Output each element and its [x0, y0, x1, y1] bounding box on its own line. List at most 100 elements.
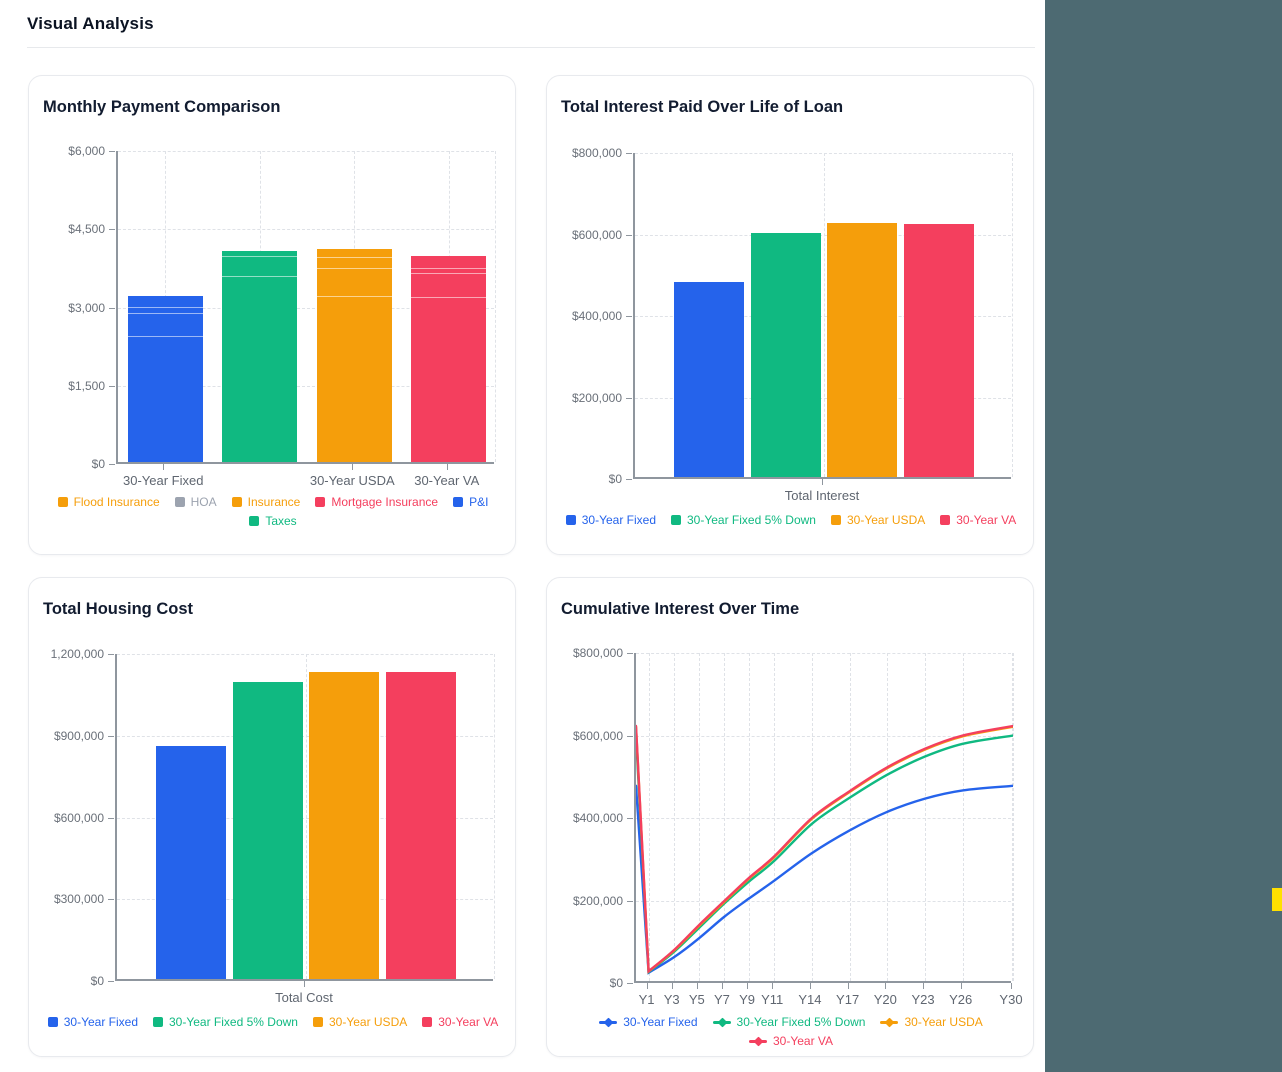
legend-swatch-icon — [153, 1017, 163, 1027]
legend-item-30-year-fixed-5-down[interactable]: 30-Year Fixed 5% Down — [671, 513, 816, 527]
y-tick-mark — [109, 307, 115, 309]
bar-30-year-va[interactable] — [385, 672, 456, 979]
gridline-horizontal — [118, 229, 494, 231]
legend-item-hoa[interactable]: HOA — [174, 495, 217, 509]
legend-item-30-year-usda[interactable]: 30-Year USDA — [312, 1015, 407, 1029]
line-30-year-fixed-5-down[interactable] — [636, 734, 1013, 975]
gridline-horizontal — [635, 153, 1011, 154]
x-tick-label: Y14 — [798, 992, 822, 1007]
gridline-horizontal — [636, 735, 1011, 737]
y-tick-label: $300,000 — [53, 892, 104, 907]
y-tick-label: $0 — [90, 974, 104, 988]
legend-swatch-icon — [422, 1017, 433, 1027]
gridline-vertical — [698, 653, 700, 981]
gridline-horizontal — [635, 234, 1011, 236]
x-tick-label: Y7 — [714, 992, 730, 1007]
legend-line-marker-icon — [712, 1017, 731, 1027]
page-title: Visual Analysis — [27, 14, 154, 33]
stack-segment-boundary — [127, 312, 203, 314]
legend-label: HOA — [190, 495, 217, 509]
legend-label: 30-Year Fixed — [581, 513, 656, 527]
stack-segment-boundary — [411, 267, 487, 269]
legend-item-30-year-fixed[interactable]: 30-Year Fixed — [599, 1015, 698, 1029]
plot-area — [116, 151, 496, 464]
legend-item-30-year-fixed[interactable]: 30-Year Fixed — [565, 513, 656, 527]
x-tick-label: Y26 — [949, 992, 973, 1007]
y-tick-mark — [626, 397, 632, 399]
legend-item-30-year-usda[interactable]: 30-Year USDA — [830, 513, 925, 527]
y-tick-label: $900,000 — [53, 728, 104, 743]
legend-label: 30-Year VA — [438, 1015, 499, 1029]
y-tick-mark — [627, 818, 633, 819]
legend-label: Insurance — [247, 495, 301, 509]
bar-30-year-usda[interactable] — [827, 222, 898, 477]
gridline-vertical — [306, 654, 307, 979]
bar-30-year-va[interactable] — [903, 223, 974, 477]
y-tick-label: 1,200,000 — [50, 647, 104, 661]
y-tick-mark — [108, 654, 114, 655]
bar-30-year-fixed[interactable] — [674, 282, 745, 477]
line-30-year-va[interactable] — [636, 724, 1013, 974]
bar-30-year-fixed-5-down[interactable] — [232, 681, 303, 979]
stack-segment-boundary — [127, 335, 203, 337]
y-tick-label: $0 — [609, 976, 623, 990]
x-tick-label: Y3 — [663, 992, 680, 1007]
x-tick-mark — [747, 983, 749, 989]
x-tick-label: Y30 — [999, 992, 1023, 1007]
x-tick-mark — [304, 981, 305, 987]
bar-30-year-usda[interactable] — [316, 248, 392, 462]
y-tick-mark — [109, 385, 115, 387]
bar-30-year-fixed-5-down[interactable] — [222, 250, 298, 462]
y-tick-mark — [109, 151, 115, 152]
chart-cumulative-interest: $800,000 $600,000 $400,000 $200,000 $0 Y1 Y3 Y5… — [547, 578, 1033, 1056]
bar-30-year-fixed-5-down[interactable] — [750, 232, 821, 477]
legend-item-insurance[interactable]: Insurance — [231, 495, 301, 509]
y-tick-mark — [109, 464, 115, 465]
legend-item-flood-insurance[interactable]: Flood Insurance — [57, 495, 160, 509]
x-tick-mark — [646, 983, 648, 989]
bar-30-year-usda[interactable] — [309, 672, 380, 979]
line-30-year-fixed[interactable] — [636, 784, 1013, 975]
legend-label: Taxes — [265, 514, 297, 528]
y-tick-mark — [108, 981, 114, 982]
y-tick-label: $400,000 — [571, 309, 622, 323]
legend-item-30-year-usda[interactable]: 30-Year USDA — [880, 1015, 983, 1029]
legend-point-icon — [885, 1017, 895, 1027]
x-tick-mark — [809, 983, 811, 989]
stack-segment-boundary — [411, 273, 487, 275]
legend-item-30-year-va[interactable]: 30-Year VA — [422, 1015, 498, 1029]
x-tick-mark — [960, 983, 962, 989]
bar-30-year-fixed[interactable] — [156, 746, 227, 979]
card-total-interest: Total Interest Paid Over Life of Loan $8… — [546, 75, 1034, 555]
legend-item-30-year-va[interactable]: 30-Year VA — [748, 1034, 833, 1048]
gridline-horizontal — [117, 899, 493, 901]
x-tick-mark — [822, 479, 823, 485]
x-tick-label: Y11 — [761, 992, 784, 1007]
legend-item-30-year-va[interactable]: 30-Year VA — [940, 513, 1016, 527]
legend-swatch-icon — [453, 497, 464, 507]
legend-item-taxes[interactable]: Taxes — [249, 514, 297, 528]
x-tick-mark — [446, 464, 448, 470]
y-tick-label: $800,000 — [572, 646, 623, 660]
x-tick-label: Y17 — [836, 992, 860, 1007]
legend-swatch-icon — [830, 515, 841, 525]
bar-30-year-fixed[interactable] — [127, 295, 203, 462]
legend-label: 30-Year Fixed 5% Down — [169, 1015, 298, 1029]
scrollbar-marker[interactable] — [1272, 888, 1282, 911]
legend-item-p-i[interactable]: P&I — [453, 495, 488, 509]
legend-item-30-year-fixed-5-down[interactable]: 30-Year Fixed 5% Down — [712, 1015, 865, 1029]
chart-title: Total Interest Paid Over Life of Loan — [561, 98, 844, 116]
x-tick-mark — [885, 983, 887, 989]
y-tick-mark — [108, 735, 114, 737]
bar-30-year-va[interactable] — [411, 256, 487, 462]
y-tick-label: $800,000 — [571, 146, 622, 160]
gridline-horizontal — [636, 818, 1011, 819]
side-panel — [1045, 0, 1282, 1072]
line-series-layer — [636, 724, 1013, 975]
y-tick-label: $6,000 — [68, 144, 105, 158]
legend-item-30-year-fixed[interactable]: 30-Year Fixed — [47, 1015, 138, 1029]
divider — [27, 47, 1035, 48]
x-tick-mark — [696, 983, 698, 989]
legend-item-mortgage-insurance[interactable]: Mortgage Insurance — [315, 495, 438, 509]
legend-item-30-year-fixed-5-down[interactable]: 30-Year Fixed 5% Down — [153, 1015, 298, 1029]
